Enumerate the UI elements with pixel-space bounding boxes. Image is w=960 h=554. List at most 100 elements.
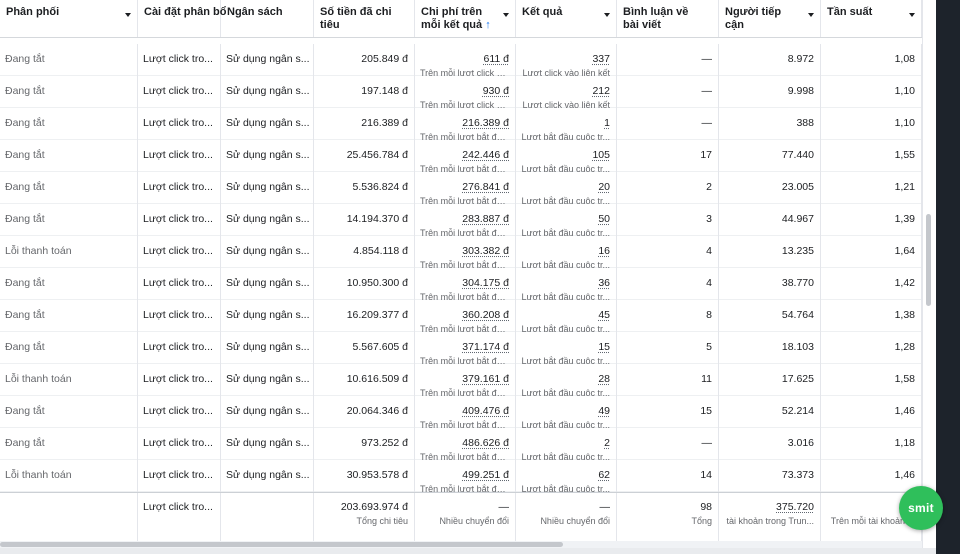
cell-spent: 973.252 đ xyxy=(314,428,415,460)
cell-results-link[interactable]: 212 xyxy=(592,85,610,97)
cell-budget-value: Sử dụng ngân s... xyxy=(226,149,310,161)
cell-results-link[interactable]: 49 xyxy=(598,405,610,417)
cell-cost-link[interactable]: 216.389 đ xyxy=(462,117,509,129)
cell-budget: Sử dụng ngân s... xyxy=(221,396,314,428)
cell-cost-link[interactable]: 379.161 đ xyxy=(462,373,509,385)
cell-budget: Sử dụng ngân s... xyxy=(221,332,314,364)
column-header-attribution[interactable]: Cài đặt phân bổ xyxy=(138,0,227,37)
cell-cost-link[interactable]: 409.476 đ xyxy=(462,405,509,417)
chevron-down-icon[interactable] xyxy=(503,13,509,17)
cell-cost: 486.626 đ Trên mỗi lượt bắt đầ... xyxy=(415,428,516,460)
totals-results: — Nhiều chuyển đổi xyxy=(516,493,617,543)
chevron-down-icon[interactable] xyxy=(808,13,814,17)
cell-cost-link[interactable]: 360.208 đ xyxy=(462,309,509,321)
cell-comments-value: 4 xyxy=(706,277,712,289)
cell-reach: 77.440 xyxy=(719,140,821,172)
cell-results-caption: Lượt click vào liên kết xyxy=(522,100,610,108)
totals-cost-value: — xyxy=(498,501,510,513)
column-header-spent[interactable]: Số tiền đã chi tiêu xyxy=(314,0,415,37)
cell-comments: — xyxy=(617,108,719,140)
vertical-scrollbar[interactable] xyxy=(922,0,937,554)
cell-cost-caption: Trên mỗi lượt bắt đầ... xyxy=(420,260,509,268)
cell-comments: 14 xyxy=(617,460,719,492)
cell-reach: 73.373 xyxy=(719,460,821,492)
cell-results: 20 Lượt bắt đầu cuộc tr... xyxy=(516,172,617,204)
cell-frequency-value: 1,28 xyxy=(894,341,915,353)
cell-cost-link[interactable]: 242.446 đ xyxy=(462,149,509,161)
table-row[interactable]: Lỗi thanh toán Lượt click tro... Sử dụng n… xyxy=(0,364,922,396)
column-header-frequency[interactable]: Tần suất xyxy=(821,0,922,37)
cell-results-caption: Lượt bắt đầu cuộc tr... xyxy=(521,484,610,492)
cell-status: Đang tắt xyxy=(0,172,138,204)
cell-cost-link[interactable]: 303.382 đ xyxy=(462,245,509,257)
cell-frequency-value: 1,39 xyxy=(894,213,915,225)
table-row[interactable]: Đang tắt Lượt click tro... Sử dụng ngân s.… xyxy=(0,428,922,460)
table-row[interactable]: Đang tắt Lượt click tro... Sử dụng ngân s.… xyxy=(0,172,922,204)
cell-results-link[interactable]: 20 xyxy=(598,181,610,193)
column-header-comments[interactable]: Bình luận về bài viết xyxy=(617,0,719,37)
smit-badge[interactable]: smit xyxy=(899,486,943,530)
column-header-delivery[interactable]: Phân phối xyxy=(0,0,138,37)
column-header-budget[interactable]: Ngân sách xyxy=(221,0,314,37)
cell-reach: 38.770 xyxy=(719,268,821,300)
cell-results-link[interactable]: 45 xyxy=(598,309,610,321)
table-row[interactable]: Đang tắt Lượt click tro... Sử dụng ngân s.… xyxy=(0,332,922,364)
table-row[interactable]: Lỗi thanh toán Lượt click tro... Sử dụng n… xyxy=(0,460,922,492)
cell-cost-link[interactable]: 283.887 đ xyxy=(462,213,509,225)
cell-budget-value: Sử dụng ngân s... xyxy=(226,181,310,193)
cell-cost-caption: Trên mỗi lượt click và... xyxy=(420,100,509,108)
table-row[interactable]: Đang tắt Lượt click tro... Sử dụng ngân s.… xyxy=(0,268,922,300)
table-row[interactable]: Lỗi thanh toán Lượt click tro... Sử dụng n… xyxy=(0,236,922,268)
cell-results-value: 50 xyxy=(521,213,610,225)
cell-comments: 8 xyxy=(617,300,719,332)
cell-results-link[interactable]: 62 xyxy=(598,469,610,481)
column-header-cost-per-result[interactable]: Chi phí trên mỗi kết quả ↑ xyxy=(415,0,516,37)
cell-results-value: 20 xyxy=(521,181,610,193)
table-row[interactable]: Đang tắt Lượt click tro... Sử dụng ngân s.… xyxy=(0,44,922,76)
cell-results-link[interactable]: 50 xyxy=(598,213,610,225)
cell-cost-link[interactable]: 499.251 đ xyxy=(462,469,509,481)
horizontal-scrollbar[interactable] xyxy=(0,541,922,548)
column-header-results[interactable]: Kết quả xyxy=(516,0,617,37)
table-row[interactable]: Đang tắt Lượt click tro... Sử dụng ngân s.… xyxy=(0,300,922,332)
cell-cost-link[interactable]: 486.626 đ xyxy=(462,437,509,449)
cell-results-link[interactable]: 337 xyxy=(592,53,610,65)
cell-cost: 304.175 đ Trên mỗi lượt bắt đầ... xyxy=(415,268,516,300)
cell-budget-value: Sử dụng ngân s... xyxy=(226,405,310,417)
table-row[interactable]: Đang tắt Lượt click tro... Sử dụng ngân s.… xyxy=(0,396,922,428)
chevron-down-icon[interactable] xyxy=(125,13,131,17)
chevron-down-icon[interactable] xyxy=(909,13,915,17)
cell-results: 16 Lượt bắt đầu cuộc tr... xyxy=(516,236,617,268)
vertical-scrollbar-thumb[interactable] xyxy=(926,214,931,306)
cell-comments-value: — xyxy=(701,117,713,129)
table-row[interactable]: Đang tắt Lượt click tro... Sử dụng ngân s.… xyxy=(0,108,922,140)
cell-cost-link[interactable]: 611 đ xyxy=(483,53,510,65)
cell-spent: 30.953.578 đ xyxy=(314,460,415,492)
totals-attribution-value: Lượt click tro... xyxy=(143,501,213,513)
table-row[interactable]: Đang tắt Lượt click tro... Sử dụng ngân s.… xyxy=(0,204,922,236)
cell-cost-caption: Trên mỗi lượt bắt đầ... xyxy=(420,420,509,428)
totals-results-value: — xyxy=(599,501,611,513)
table-row[interactable]: Đang tắt Lượt click tro... Sử dụng ngân s.… xyxy=(0,140,922,172)
cell-status: Đang tắt xyxy=(0,428,138,460)
table-row[interactable]: Đang tắt Lượt click tro... Sử dụng ngân s.… xyxy=(0,76,922,108)
cell-frequency: 1,38 xyxy=(821,300,922,332)
cell-results-link[interactable]: 15 xyxy=(598,341,610,353)
totals-spent-value: 203.693.974 đ xyxy=(340,501,408,513)
column-header-reach[interactable]: Người tiếp cận xyxy=(719,0,821,37)
cell-cost-link[interactable]: 930 đ xyxy=(482,85,509,97)
cell-results-link[interactable]: 36 xyxy=(598,277,610,289)
sort-ascending-icon[interactable]: ↑ xyxy=(485,19,491,31)
chevron-down-icon[interactable] xyxy=(604,13,610,17)
cell-spent-value: 10.616.509 đ xyxy=(346,373,408,385)
cell-cost-link[interactable]: 304.175 đ xyxy=(462,277,509,289)
cell-results-link[interactable]: 1 xyxy=(604,117,610,129)
horizontal-scrollbar-thumb[interactable] xyxy=(0,542,563,547)
cell-results-link[interactable]: 28 xyxy=(598,373,610,385)
cell-cost-link[interactable]: 371.174 đ xyxy=(462,341,509,353)
cell-results-link[interactable]: 16 xyxy=(598,245,610,257)
cell-results-link[interactable]: 2 xyxy=(604,437,610,449)
totals-reach-value[interactable]: 375.720 xyxy=(776,501,814,513)
cell-results-link[interactable]: 105 xyxy=(592,149,610,161)
cell-cost-link[interactable]: 276.841 đ xyxy=(462,181,509,193)
